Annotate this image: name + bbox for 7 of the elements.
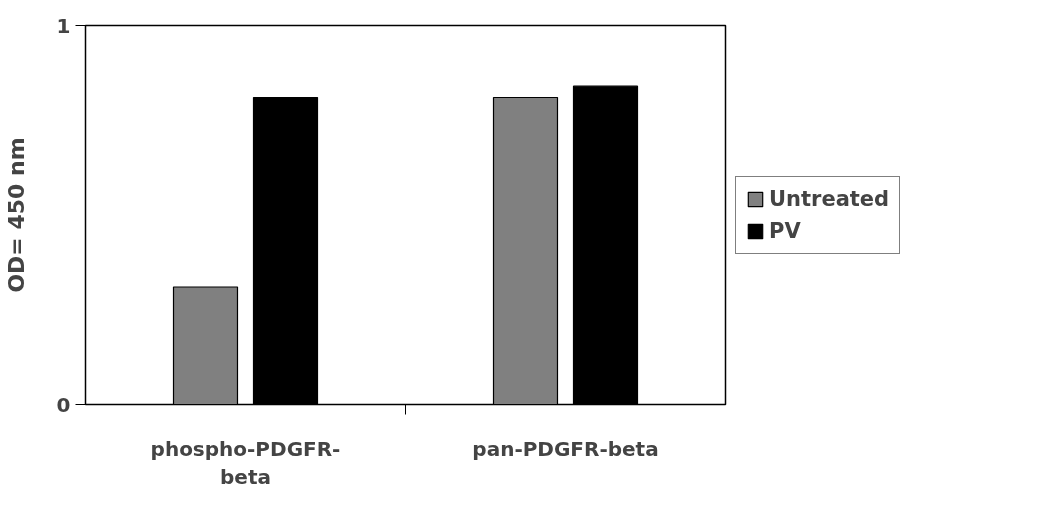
y-tick-label: 1 (56, 13, 71, 38)
y-axis-title: OD= 450 nm (3, 137, 29, 293)
x-tick-label: phospho-PDGFR-beta (150, 436, 341, 490)
y-tick-label: 0 (56, 392, 71, 417)
x-tick-label: pan-PDGFR-beta (472, 436, 659, 461)
legend-label: Untreated (769, 186, 890, 211)
legend-label: PV (769, 218, 801, 243)
